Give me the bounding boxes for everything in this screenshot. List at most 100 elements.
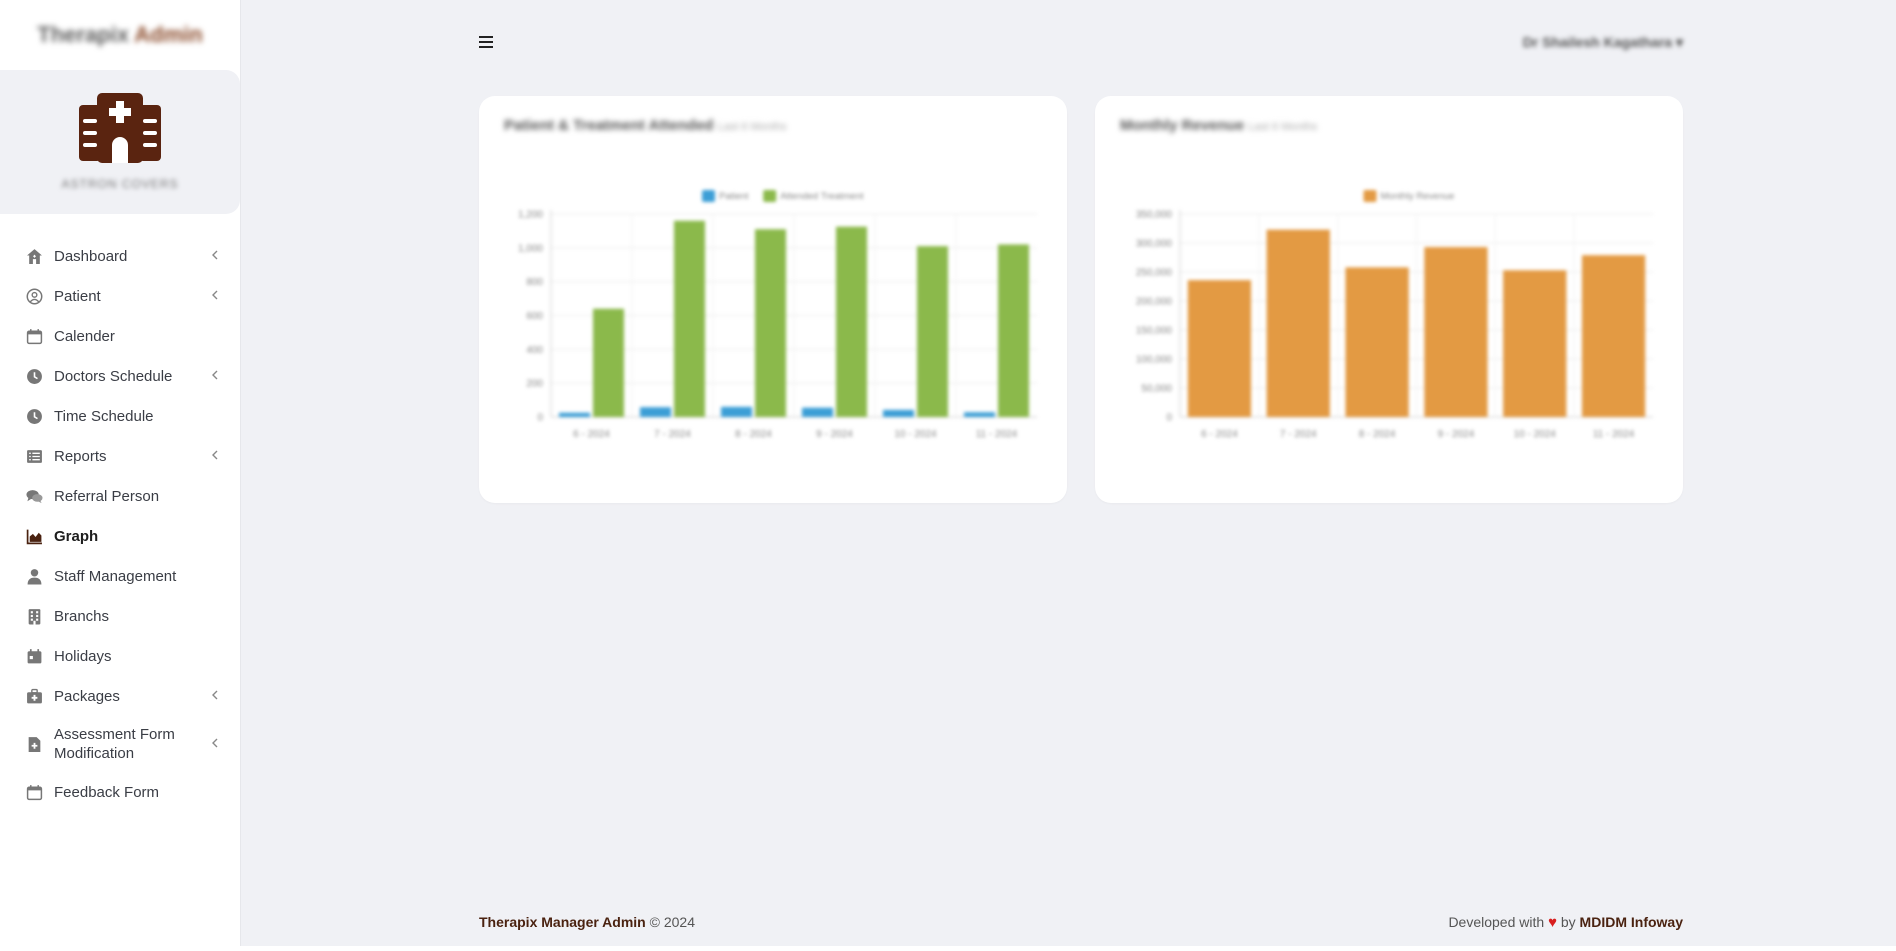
x-tick-label: 11 - 2024 xyxy=(1593,429,1635,440)
chevron-left-icon xyxy=(210,250,222,262)
legend-swatch xyxy=(1363,190,1377,202)
hospital-icon xyxy=(79,93,161,163)
file-medical-icon xyxy=(25,735,43,753)
sidebar-item-feedback-form[interactable]: Feedback Form xyxy=(0,772,240,812)
heart-icon: ♥ xyxy=(1548,914,1557,931)
sidebar: Therapix Admin ASTRON COVERS xyxy=(0,0,241,951)
chart-plot: 0 50,000 100,000 150,000 200,000 250,000 300,0… xyxy=(1136,190,1653,440)
y-tick-label: 400 xyxy=(526,345,543,356)
sidebar-item-patient[interactable]: Patient xyxy=(0,276,240,316)
patient-treatment-chart-card: Patient & Treatment Attended Last 6 Month… xyxy=(479,96,1067,503)
x-tick-label: 7 - 2024 xyxy=(654,429,691,440)
home-icon xyxy=(25,247,43,265)
chevron-left-icon xyxy=(210,690,222,702)
brand-title: Therapix Admin xyxy=(37,22,203,47)
clock-icon xyxy=(25,367,43,385)
chart-title: Patient & Treatment Attended Last 6 Month… xyxy=(504,117,787,134)
chart-legend: Monthly Revenue xyxy=(1363,190,1455,202)
bar xyxy=(836,226,868,417)
bar xyxy=(1424,247,1488,417)
footer-copyright: Therapix Manager Admin © 2024 xyxy=(479,914,695,930)
x-tick-label: 7 - 2024 xyxy=(1280,429,1317,440)
y-tick-label: 600 xyxy=(526,311,543,322)
sidebar-item-branchs[interactable]: Branchs xyxy=(0,596,240,636)
bar xyxy=(1266,229,1330,417)
legend-label: Patient xyxy=(719,191,749,202)
chart-plot: 0 200 400 600 800 1,000 1,200 6 - 2024 7 - 2024 8… xyxy=(518,190,1037,440)
hamburger-menu-icon[interactable] xyxy=(479,36,493,48)
y-tick-label: 150,000 xyxy=(1136,326,1173,337)
calendar-day-icon xyxy=(25,647,43,665)
sidebar-item-reports[interactable]: Reports xyxy=(0,436,240,476)
calendar-icon xyxy=(25,327,43,345)
bar xyxy=(755,229,787,417)
sidebar-item-referral-person[interactable]: Referral Person xyxy=(0,476,240,516)
sidebar-item-staff-management[interactable]: Staff Management xyxy=(0,556,240,596)
sidebar-item-holidays[interactable]: Holidays xyxy=(0,636,240,676)
y-tick-label: 50,000 xyxy=(1141,384,1172,395)
x-tick-label: 8 - 2024 xyxy=(735,429,772,440)
legend-swatch xyxy=(702,190,715,202)
legend-label: Monthly Revenue xyxy=(1381,191,1455,202)
building-icon xyxy=(25,607,43,625)
sidebar-item-assessment-form-modification[interactable]: Assessment Form Modification xyxy=(0,716,240,772)
sidebar-item-doctors-schedule[interactable]: Doctors Schedule xyxy=(0,356,240,396)
y-tick-label: 800 xyxy=(526,277,543,288)
x-tick-label: 8 - 2024 xyxy=(1359,429,1396,440)
legend-swatch xyxy=(763,190,777,202)
bar xyxy=(674,220,706,417)
footer-credits: Developed with ♥ by MDIDM Infoway xyxy=(1448,914,1683,931)
y-tick-label: 200,000 xyxy=(1136,297,1173,308)
bar xyxy=(593,308,625,417)
clock-icon xyxy=(25,407,43,425)
sidebar-item-graph[interactable]: Graph xyxy=(0,516,240,556)
footer-copyright-year: © 2024 xyxy=(649,914,695,930)
medical-kit-icon xyxy=(25,687,43,705)
sidebar-item-calender[interactable]: Calender xyxy=(0,316,240,356)
footer-developed-with: Developed with xyxy=(1448,914,1545,930)
bar xyxy=(1581,255,1646,417)
legend-label: Attended Treatment xyxy=(780,191,864,202)
chevron-left-icon xyxy=(210,450,222,462)
y-tick-label: 1,200 xyxy=(518,210,543,221)
footer-app-name[interactable]: Therapix Manager Admin xyxy=(479,914,646,930)
brand-logo[interactable]: Therapix Admin xyxy=(0,0,240,70)
bottom-strip xyxy=(0,946,1896,951)
chevron-left-icon xyxy=(210,370,222,382)
y-tick-label: 350,000 xyxy=(1136,210,1173,221)
footer-company-link[interactable]: MDIDM Infoway xyxy=(1579,914,1683,930)
bar xyxy=(963,412,995,417)
sidebar-item-time-schedule[interactable]: Time Schedule xyxy=(0,396,240,436)
bar xyxy=(882,409,914,417)
chevron-down-icon: ▾ xyxy=(1675,34,1683,50)
monthly-revenue-chart-card: Monthly Revenue Last 6 Months 0 50,000 100,… xyxy=(1095,96,1683,503)
y-tick-label: 0 xyxy=(1166,413,1172,424)
bar xyxy=(558,412,590,417)
y-tick-label: 0 xyxy=(537,413,543,424)
bar xyxy=(998,244,1030,417)
sidebar-item-packages[interactable]: Packages xyxy=(0,676,240,716)
area-chart-icon xyxy=(25,527,43,545)
calendar-icon xyxy=(25,783,43,801)
x-tick-label: 10 - 2024 xyxy=(894,429,937,440)
chevron-left-icon xyxy=(210,738,222,750)
x-tick-label: 9 - 2024 xyxy=(816,429,853,440)
chart-legend: Patient Attended Treatment xyxy=(702,190,864,202)
y-tick-label: 200 xyxy=(526,379,543,390)
chart-title: Monthly Revenue Last 6 Months xyxy=(1120,117,1318,134)
bar xyxy=(1187,280,1252,417)
bar xyxy=(917,246,949,417)
y-tick-label: 300,000 xyxy=(1136,239,1173,250)
patient-treatment-chart: 0 200 400 600 800 1,000 1,200 6 - 2024 7 - 2024 8… xyxy=(518,190,1037,440)
x-tick-label: 9 - 2024 xyxy=(1438,429,1475,440)
bar xyxy=(1345,267,1409,417)
sidebar-item-dashboard[interactable]: Dashboard xyxy=(0,236,240,276)
monthly-revenue-chart: 0 50,000 100,000 150,000 200,000 250,000 300,0… xyxy=(1136,190,1653,440)
bar xyxy=(720,406,752,417)
bar xyxy=(1503,270,1567,417)
chevron-left-icon xyxy=(210,290,222,302)
list-icon xyxy=(25,447,43,465)
bar xyxy=(639,407,671,417)
profile-panel: ASTRON COVERS xyxy=(0,70,240,214)
user-menu[interactable]: Dr Shailesh Kagathara ▾ xyxy=(1523,34,1683,51)
